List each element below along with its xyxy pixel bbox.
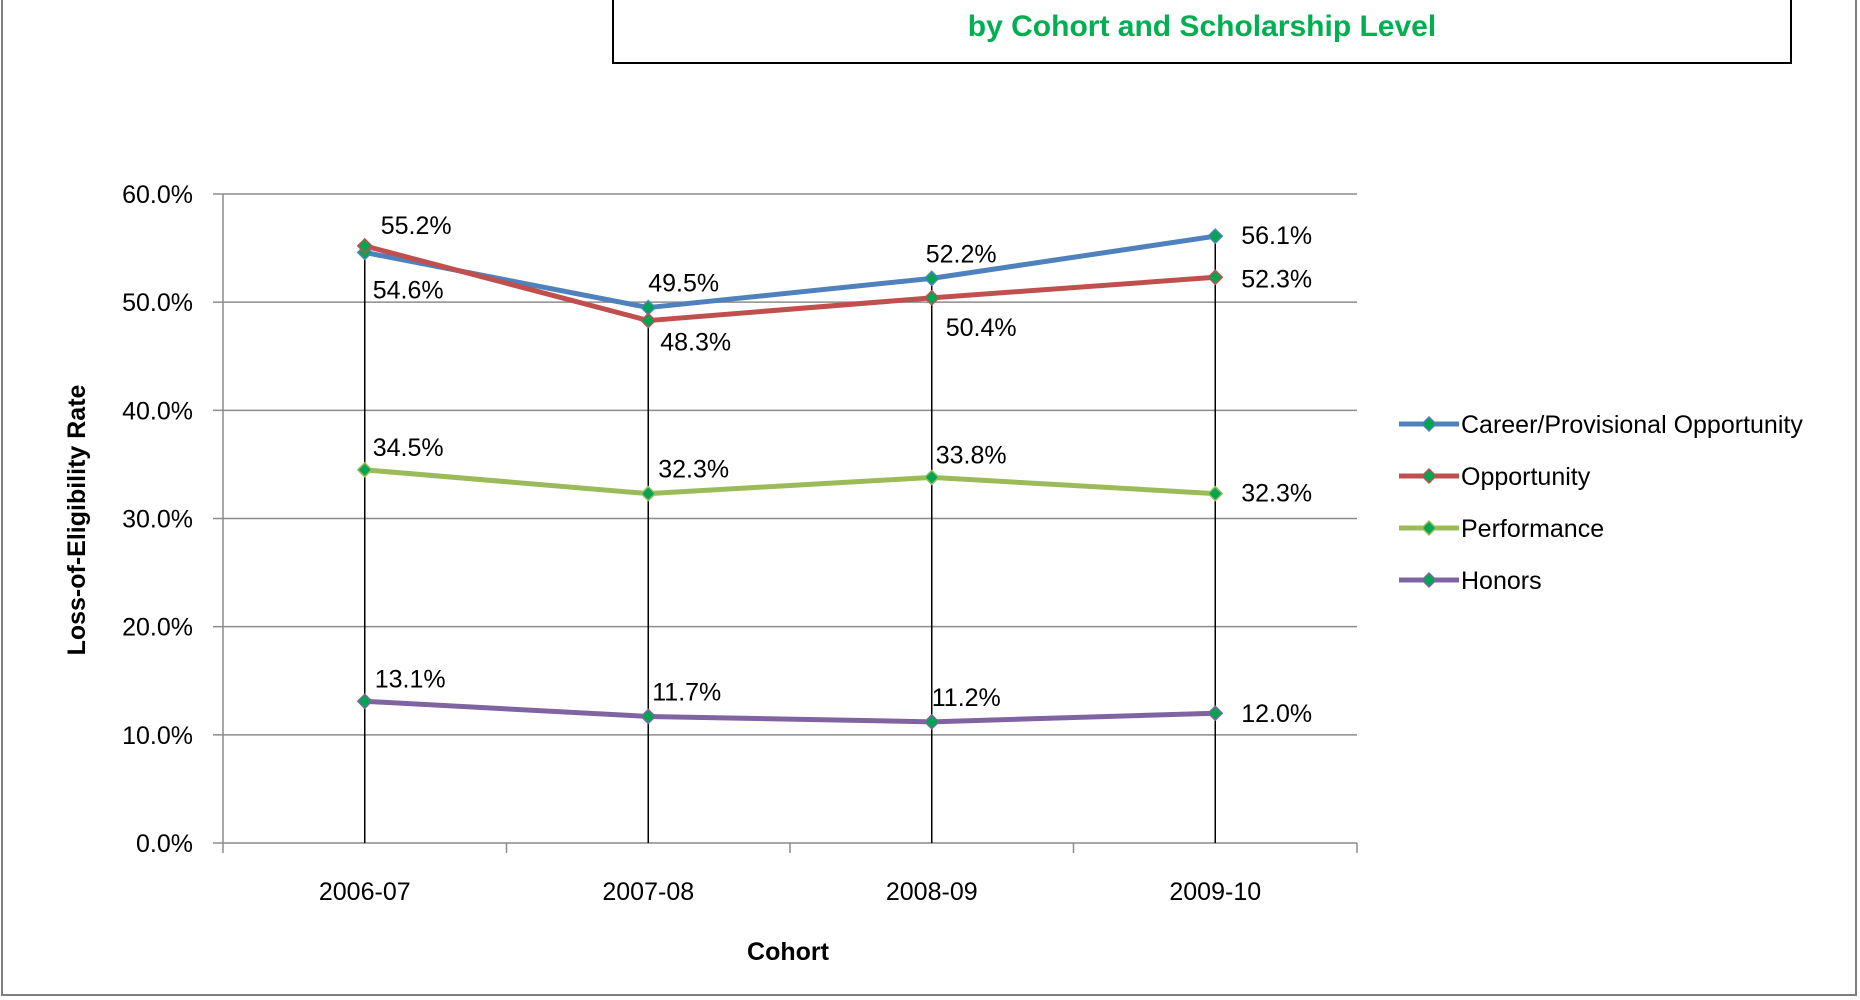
data-label: 11.7% bbox=[652, 678, 721, 706]
series-line bbox=[364, 243, 1216, 324]
chart-title: by Cohort and Scholarship Level bbox=[967, 10, 1437, 43]
legend-label: Performance bbox=[1461, 515, 1604, 543]
x-tick-labels: 2006-07 2007-08 2008-09 2009-10 bbox=[319, 878, 1261, 906]
data-label: 33.8% bbox=[936, 441, 1007, 469]
data-label: 11.2% bbox=[932, 684, 1001, 712]
drop-lines bbox=[364, 236, 1216, 843]
y-tick-label: 60.0% bbox=[122, 181, 193, 209]
data-label: 54.6% bbox=[373, 276, 444, 304]
data-point bbox=[640, 708, 657, 725]
data-point bbox=[356, 237, 373, 254]
data-labels: 54.6% 49.5% 52.2% 56.1% 55.2% 48.3% 50.4% 52.3%… bbox=[373, 212, 1312, 728]
data-point bbox=[1207, 485, 1224, 502]
x-axis-title: Cohort bbox=[747, 938, 830, 966]
legend-label: Career/Provisional Opportunity bbox=[1461, 411, 1803, 439]
data-point bbox=[640, 312, 657, 329]
data-label: 48.3% bbox=[660, 329, 731, 357]
data-label: 49.5% bbox=[648, 270, 719, 298]
data-point bbox=[1207, 228, 1224, 245]
legend: Career/Provisional Opportunity Opportunit… bbox=[1399, 411, 1803, 595]
y-tick-label: 40.0% bbox=[122, 397, 193, 425]
series-markers bbox=[356, 228, 1224, 730]
data-point bbox=[640, 485, 657, 502]
data-label: 52.3% bbox=[1241, 265, 1312, 293]
data-label: 32.3% bbox=[658, 456, 729, 484]
y-tick-label: 0.0% bbox=[136, 830, 193, 858]
data-point bbox=[923, 469, 940, 486]
y-tick-label: 50.0% bbox=[122, 289, 193, 317]
legend-marker bbox=[1420, 571, 1438, 589]
y-tick-label: 10.0% bbox=[122, 722, 193, 750]
data-point bbox=[923, 289, 940, 306]
x-tick-label: 2007-08 bbox=[602, 878, 694, 906]
x-tick-label: 2009-10 bbox=[1169, 878, 1261, 906]
legend-marker bbox=[1420, 415, 1438, 433]
data-point bbox=[356, 461, 373, 478]
data-label: 32.3% bbox=[1241, 480, 1312, 508]
data-point bbox=[1207, 269, 1224, 286]
legend-label: Honors bbox=[1461, 567, 1542, 595]
y-axis-title: Loss-of-Eligibility Rate bbox=[63, 384, 91, 655]
data-label: 12.0% bbox=[1241, 700, 1312, 728]
legend-label: Opportunity bbox=[1461, 463, 1591, 491]
axes bbox=[213, 193, 1358, 853]
series-line bbox=[364, 467, 1216, 497]
data-label: 13.1% bbox=[375, 665, 446, 693]
y-tick-label: 30.0% bbox=[122, 506, 193, 534]
data-point bbox=[356, 693, 373, 710]
series-line bbox=[364, 698, 1216, 725]
series-lines bbox=[364, 233, 1216, 725]
data-point bbox=[923, 713, 940, 730]
y-tick-labels: 0.0% 10.0% 20.0% 30.0% 40.0% 50.0% 60.0% bbox=[122, 181, 193, 858]
data-label: 56.1% bbox=[1241, 222, 1312, 250]
series-line bbox=[364, 233, 1216, 311]
gridlines bbox=[223, 193, 1357, 736]
y-tick-label: 20.0% bbox=[122, 614, 193, 642]
x-tick-label: 2006-07 bbox=[319, 878, 411, 906]
chart-title-box: by Cohort and Scholarship Level bbox=[612, 0, 1792, 64]
data-point bbox=[1207, 705, 1224, 722]
legend-marker bbox=[1420, 467, 1438, 485]
x-tick-label: 2008-09 bbox=[886, 878, 978, 906]
data-label: 52.2% bbox=[926, 240, 997, 268]
data-label: 50.4% bbox=[946, 314, 1017, 342]
data-label: 34.5% bbox=[373, 434, 444, 462]
data-point bbox=[923, 270, 940, 287]
line-chart: 54.6% 49.5% 52.2% 56.1% 55.2% 48.3% 50.4% 52.3%… bbox=[63, 181, 1803, 966]
data-label: 55.2% bbox=[381, 212, 452, 240]
legend-marker bbox=[1420, 519, 1438, 537]
